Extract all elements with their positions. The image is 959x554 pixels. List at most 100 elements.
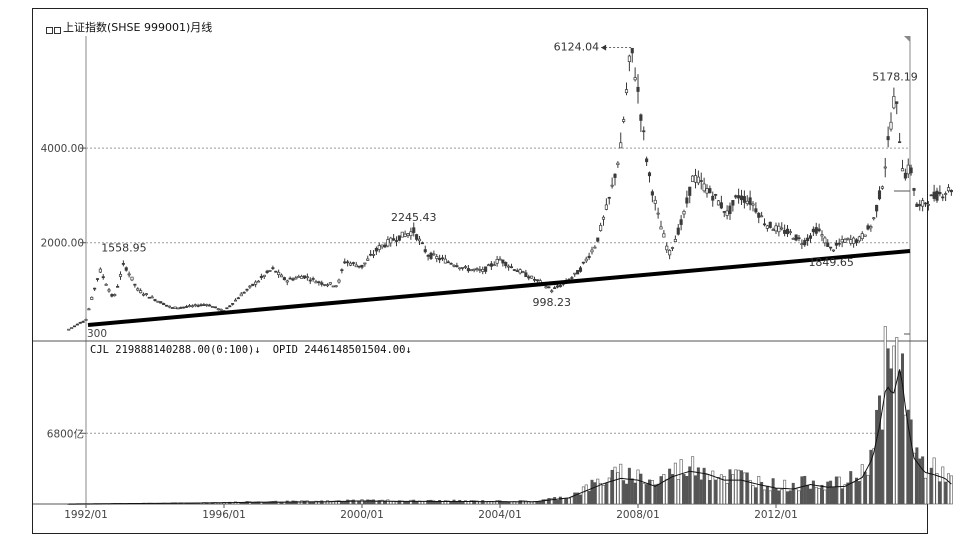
candle-body — [944, 193, 948, 195]
candle-body — [196, 305, 200, 307]
candle-body — [139, 290, 143, 294]
candle-body — [438, 257, 442, 261]
candle-body — [147, 296, 151, 299]
volume-bar — [754, 487, 758, 505]
volume-bar — [343, 501, 347, 505]
volume-bar — [530, 501, 534, 505]
candle-body — [880, 186, 884, 189]
volume-bar — [277, 502, 281, 505]
candle-body — [216, 308, 220, 310]
candle-body — [788, 231, 792, 234]
volume-bar — [314, 500, 318, 505]
volume-bar — [688, 466, 692, 505]
candle-body — [915, 203, 919, 207]
candle-body — [705, 188, 709, 194]
candle-body — [938, 192, 942, 195]
volume-bar — [268, 501, 272, 505]
candle-body — [199, 304, 203, 306]
candle-body — [659, 226, 663, 230]
candle-body — [87, 308, 91, 311]
candle-body — [653, 199, 657, 204]
volume-bar — [725, 482, 729, 505]
candle-body — [852, 237, 856, 244]
volume-bar — [814, 486, 818, 505]
candle-body — [946, 187, 951, 192]
candle-body — [228, 305, 232, 308]
volume-bar — [719, 474, 723, 505]
price-annotation: 998.23 — [533, 296, 572, 309]
candle-body — [599, 225, 603, 231]
candle-body — [225, 307, 229, 310]
volume-bar — [472, 500, 476, 505]
candle-body — [127, 273, 131, 276]
candle-body — [492, 264, 496, 267]
candle-body — [277, 271, 281, 276]
price-annotation: 5178.19 — [872, 70, 918, 83]
volume-bar — [682, 474, 686, 505]
volume-bar — [288, 502, 292, 505]
volume-bar — [748, 479, 752, 505]
candle-body — [521, 271, 525, 273]
volume-bar — [616, 472, 620, 505]
candle-body — [898, 141, 902, 144]
candle-body — [889, 121, 893, 130]
volume-bar — [452, 499, 456, 505]
candle-body — [331, 285, 335, 288]
volume-bar — [622, 480, 626, 505]
volume-bar — [406, 501, 410, 505]
volume-bar — [647, 479, 651, 505]
volume-bar — [765, 485, 769, 505]
cjl-readout: CJL 219888140288.00(0:100)↓ — [90, 344, 261, 356]
candle-body — [682, 211, 686, 215]
volume-bar — [481, 500, 485, 505]
candle-body — [622, 119, 626, 122]
candle-body — [432, 253, 436, 256]
candle-body — [607, 196, 611, 199]
price-annotation: 1558.95 — [101, 242, 147, 255]
candle-body — [662, 233, 666, 238]
candle-body — [518, 269, 522, 274]
candle-body — [780, 227, 784, 230]
candle-body — [141, 293, 146, 296]
volume-bar — [670, 474, 674, 505]
candle-body — [892, 96, 896, 109]
time-tick-label: 1996/01 — [202, 509, 246, 521]
candle-body — [722, 211, 726, 213]
volume-bar — [837, 476, 841, 505]
candle-body — [742, 196, 746, 203]
volume-bar — [613, 466, 617, 505]
candle-body — [182, 306, 186, 309]
candle-body — [515, 270, 519, 272]
candle-body — [150, 296, 154, 299]
volume-bar — [547, 498, 551, 505]
candle-body — [495, 259, 499, 264]
support-trendline — [87, 249, 911, 327]
candle-body — [389, 237, 393, 244]
volume-bar — [555, 499, 559, 505]
volume-bar — [656, 483, 660, 505]
candle-body — [415, 234, 419, 240]
candle-body — [328, 282, 332, 285]
candle-body — [941, 196, 945, 199]
volume-bar — [320, 500, 324, 505]
candle-body — [711, 195, 715, 201]
candle-body — [903, 172, 907, 179]
volume-bar — [705, 474, 709, 505]
volume-bar — [783, 479, 787, 505]
candle-body — [774, 225, 778, 232]
candle-body — [208, 304, 212, 307]
volume-bar — [601, 485, 605, 505]
volume-bar — [852, 482, 856, 505]
candle-body — [245, 288, 249, 291]
candle-body — [452, 264, 456, 267]
volume-bar — [426, 500, 430, 505]
candle-body — [81, 321, 85, 323]
volume-bar — [377, 500, 381, 505]
volume-bar — [645, 484, 649, 505]
price-annotation: 6124.04 — [554, 41, 600, 54]
price-tick-label: 4000.00 — [41, 143, 84, 155]
candle-body — [923, 202, 928, 205]
candle-body — [348, 262, 353, 266]
candle-body — [426, 255, 430, 257]
